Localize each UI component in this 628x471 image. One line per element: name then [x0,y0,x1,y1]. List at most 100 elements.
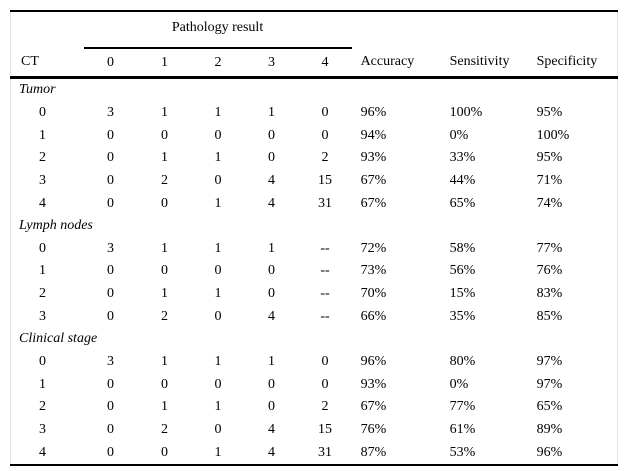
table-body: Tumor 0 3 1 1 1 0 96% 100% 95% 1 0 0 0 0 0 94% 0% 100% 2 0 1 1… [11,78,618,465]
specificity-cell: 97% [536,354,563,369]
accuracy-cell: 96% [360,104,387,120]
pathology-count-cell: -- [320,286,330,302]
specificity-cell: 97% [536,376,563,392]
specificity-cell: 71% [536,172,563,188]
sensitivity-cell: 58% [449,240,476,256]
sensitivity-cell: 0% [449,376,469,392]
column-header-row: CT 0 1 2 3 4 Accuracy Sensitivity Specif… [10,48,618,79]
pathology-count-cell: 1 [214,150,222,166]
pathology-count-cell: 1 [214,399,222,415]
accuracy-cell: 66% [360,308,387,324]
pathology-count-cell: 0 [214,127,222,143]
data-row: 0 3 1 1 1 0 96% 100% 95% [11,102,618,125]
specificity-cell: 95% [536,150,563,166]
pathology-count-cell: 0 [161,376,168,392]
specificity-cell: 89% [536,421,563,437]
pathology-count-cell: 3 [107,354,114,369]
data-row: 0 3 1 1 1 0 96% 80% 97% [11,351,618,374]
section-label-row: Tumor [11,78,618,102]
pathology-count-cell: 0 [107,195,114,211]
ct-stage-cell: 3 [39,308,46,324]
col-header-path-0: 0 [83,48,138,79]
pathology-count-cell: 3 [107,240,114,256]
pathology-count-cell: 4 [268,444,275,460]
accuracy-cell: 94% [360,127,387,143]
ct-stage-cell: 1 [39,263,46,279]
accuracy-cell: 93% [360,150,387,166]
col-header-specificity: Specificity [527,48,618,79]
pathology-count-cell: 2 [161,308,168,324]
pathology-count-cell: 0 [321,354,329,369]
pathology-count-cell: 31 [318,195,333,211]
data-row: 1 0 0 0 0 -- 73% 56% 76% [11,260,618,283]
spanner-spacer-right [352,11,618,48]
pathology-count-cell: 1 [214,286,222,302]
pathology-count-cell: 1 [161,399,168,415]
pathology-count-cell: 0 [268,376,275,392]
pathology-count-cell: 31 [318,444,333,460]
accuracy-cell: 67% [360,399,387,415]
ct-stage-cell: 1 [39,127,46,143]
spanner-spacer-left [11,11,84,48]
pathology-count-cell: 0 [321,104,329,120]
pathology-count-cell: 4 [268,308,275,324]
ct-stage-cell: 2 [39,150,46,166]
accuracy-cell: 67% [360,172,387,188]
pathology-count-cell: 1 [268,104,275,120]
data-row: 4 0 0 1 4 31 67% 65% 74% [11,192,618,215]
pathology-count-cell: 4 [268,421,275,437]
pathology-count-cell: -- [320,240,330,256]
col-header-path-4: 4 [298,48,352,79]
col-header-path-3: 3 [244,48,299,79]
data-row: 3 0 2 0 4 -- 66% 35% 85% [11,305,618,328]
pathology-count-cell: 0 [268,263,275,279]
pathology-count-cell: 1 [214,104,222,120]
sensitivity-cell: 35% [449,308,476,324]
pathology-count-cell: 1 [161,354,168,369]
pathology-count-cell: 1 [214,240,222,256]
accuracy-cell: 70% [360,286,387,302]
pathology-count-cell: 1 [161,104,168,120]
pathology-count-cell: 4 [268,195,275,211]
sensitivity-cell: 15% [449,286,476,302]
pathology-count-cell: 0 [214,172,222,188]
specificity-cell: 85% [536,308,563,324]
specificity-cell: 74% [536,195,563,211]
pathology-count-cell: 0 [161,444,168,460]
pathology-count-cell: 2 [161,421,168,437]
pathology-count-cell: 4 [268,172,275,188]
sensitivity-cell: 80% [449,354,476,369]
specificity-cell: 96% [536,444,563,460]
pathology-count-cell: 1 [268,240,275,256]
data-row: 0 3 1 1 1 -- 72% 58% 77% [11,237,618,260]
pathology-count-cell: 0 [161,263,168,279]
ct-stage-cell: 4 [39,195,46,211]
accuracy-cell: 93% [360,376,387,392]
pathology-count-cell: 0 [107,308,114,324]
ct-pathology-table: Pathology result CT 0 1 2 3 4 Accuracy S… [10,10,619,466]
section-label-row: Lymph nodes [11,215,618,238]
data-row: 3 0 2 0 4 15 67% 44% 71% [11,170,618,193]
pathology-count-cell: 1 [161,286,168,302]
pathology-count-cell: 0 [321,376,329,392]
sensitivity-cell: 53% [449,444,476,460]
pathology-count-cell: 1 [214,195,222,211]
accuracy-cell: 87% [360,444,387,460]
accuracy-cell: 96% [360,354,387,369]
sensitivity-cell: 65% [449,195,476,211]
sensitivity-cell: 44% [449,172,476,188]
ct-stage-cell: 0 [39,354,46,369]
pathology-count-cell: 2 [321,399,329,415]
pathology-count-cell: 0 [268,150,275,166]
pathology-count-cell: 0 [161,127,168,143]
pathology-count-cell: 2 [161,172,168,188]
section-label: Lymph nodes [19,218,93,234]
data-row: 4 0 0 1 4 31 87% 53% 96% [11,441,618,465]
pathology-count-cell: 0 [321,127,329,143]
table-header: Pathology result CT 0 1 2 3 4 Accuracy S… [10,11,618,79]
pathology-count-cell: 0 [107,150,114,166]
sensitivity-cell: 0% [449,127,469,143]
specificity-cell: 76% [536,263,563,279]
accuracy-cell: 72% [360,240,387,256]
